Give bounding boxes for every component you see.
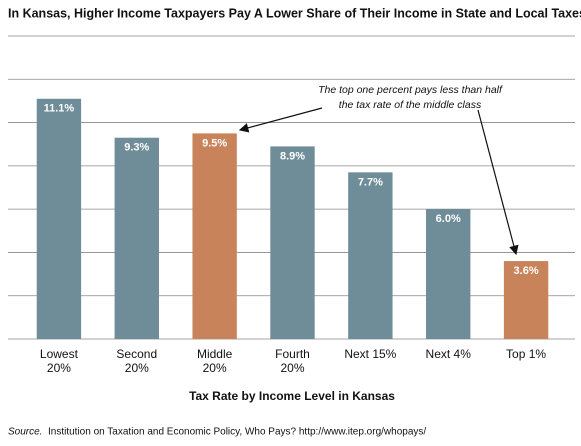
x-tick-label: Fourth — [275, 347, 310, 361]
value-label: 8.9% — [280, 150, 305, 162]
x-tick-label: Middle — [197, 347, 233, 361]
x-tick-label: Second — [116, 347, 157, 361]
bar — [426, 209, 471, 339]
x-tick-label: Top 1% — [506, 347, 546, 361]
bar — [270, 146, 315, 339]
bar — [36, 98, 82, 339]
value-label: 9.3% — [124, 142, 149, 154]
x-tick-label: Lowest — [40, 347, 79, 361]
value-label: 11.1% — [44, 103, 75, 115]
annotation: The top one percent pays less than half — [318, 84, 503, 96]
chart-title: In Kansas, Higher Income Taxpayers Pay A… — [8, 6, 581, 20]
bar — [192, 133, 237, 339]
value-label: 6.0% — [436, 213, 461, 225]
source-label: Source. — [8, 427, 42, 438]
value-label: 3.6% — [514, 265, 539, 277]
annotation-arrow — [238, 107, 323, 133]
source: Institution on Taxation and Economic Pol… — [48, 427, 426, 438]
x-tick-label: Next 4% — [426, 347, 472, 361]
x-tick-label: Next 15% — [344, 347, 396, 361]
bar — [114, 137, 159, 339]
x-tick-label: 20% — [125, 361, 149, 375]
bar — [348, 172, 393, 339]
annotation: the tax rate of the middle class — [339, 99, 482, 111]
x-axis-label: Tax Rate by Income Level in Kansas — [189, 389, 395, 403]
annotation-arrow — [477, 109, 519, 256]
bar — [503, 261, 549, 339]
x-tick-label: 20% — [47, 361, 71, 375]
x-tick-label: 20% — [203, 361, 227, 375]
value-label: 9.5% — [202, 137, 227, 149]
x-tick-label: 20% — [280, 361, 304, 375]
value-label: 7.7% — [358, 176, 383, 188]
